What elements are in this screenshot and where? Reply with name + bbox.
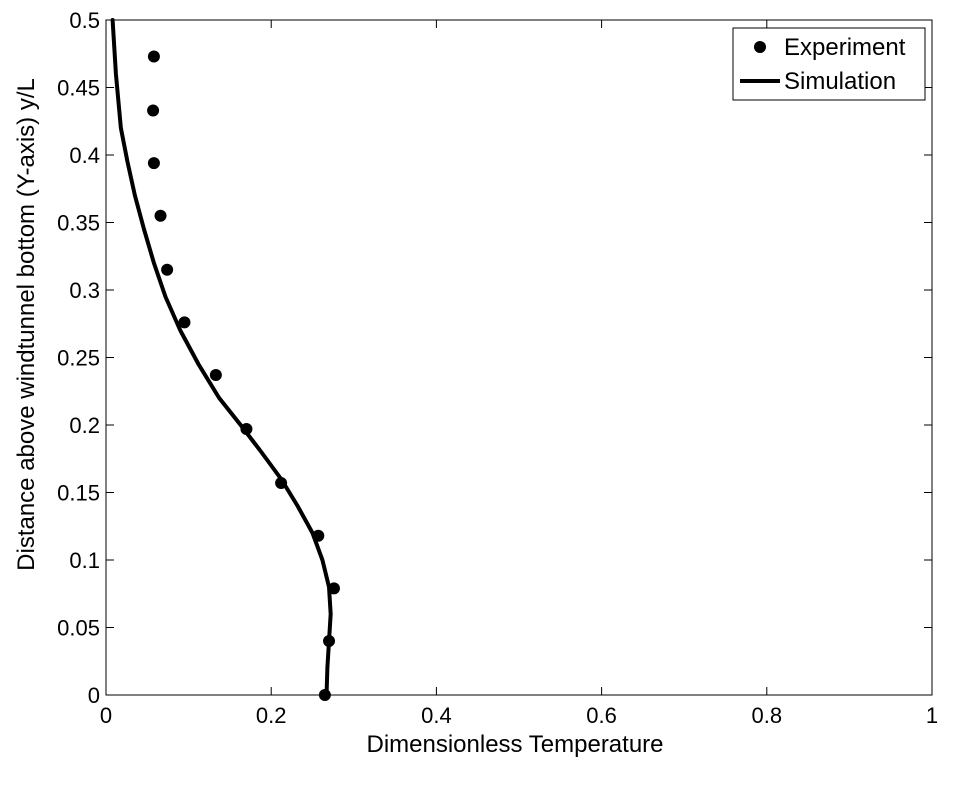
y-tick-label: 0.4 [69, 143, 100, 168]
x-tick-label: 0.6 [586, 703, 617, 728]
simulation-line [110, 18, 333, 697]
axis-ticks: 0 0.2 0.4 0.6 0.8 1 0 0.05 0.1 0.15 0.2 0.25 0.3 0.35… [57, 8, 938, 728]
x-tick-label: 0.8 [752, 703, 783, 728]
y-tick-label: 0.15 [57, 481, 100, 506]
legend-box [732, 27, 926, 101]
y-tick-label: 0.45 [57, 76, 100, 101]
experiment-point [178, 316, 191, 329]
data-series [110, 18, 340, 701]
x-tick-label: 0 [100, 703, 112, 728]
y-tick-label: 0.2 [69, 413, 100, 438]
experiment-point [209, 369, 222, 382]
y-tick-label: 0.5 [69, 8, 100, 33]
legend-label: Experiment [784, 34, 906, 61]
x-tick-label: 0.2 [256, 703, 287, 728]
experiment-point [312, 529, 325, 542]
experiment-point [147, 50, 160, 63]
experiment-point [154, 209, 167, 222]
y-tick-label: 0.3 [69, 278, 100, 303]
experiment-point [318, 689, 331, 701]
experiment-point [323, 635, 336, 647]
legend-marker-experiment [754, 41, 766, 53]
y-tick-label: 0.35 [57, 211, 100, 236]
experiment-point [240, 423, 253, 436]
y-axis-label: Distance above windtunnel bottom (Y-axis… [13, 78, 40, 571]
legend-label: Simulation [784, 68, 896, 95]
y-tick-label: 0.1 [69, 548, 100, 573]
legend: Experiment Simulation [732, 27, 926, 101]
x-tick-label: 0.4 [421, 703, 452, 728]
experiment-point [147, 104, 160, 117]
y-tick-label: 0.25 [57, 346, 100, 371]
experiment-point [147, 157, 160, 170]
experiment-point [275, 477, 288, 490]
x-tick-label: 1 [926, 703, 938, 728]
y-tick-label: 0.05 [57, 616, 100, 641]
y-tick-label: 0 [88, 683, 100, 708]
x-axis-label: Dimensionless Temperature [366, 731, 663, 758]
experiment-point [161, 263, 174, 276]
experiment-point [327, 582, 340, 595]
